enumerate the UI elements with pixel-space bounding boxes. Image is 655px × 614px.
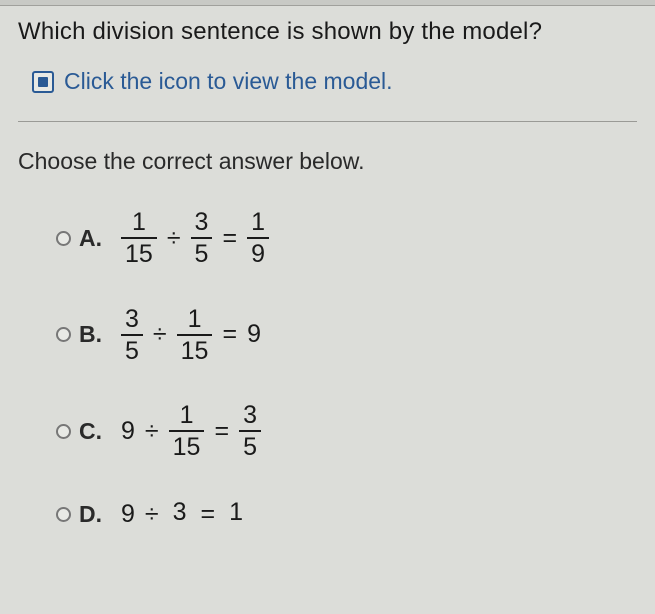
fraction-denominator: 15 [121,237,157,267]
fraction: 19 [247,209,269,268]
fraction: 115 [177,306,213,365]
fraction: 35 [239,402,261,461]
model-icon[interactable] [32,71,54,93]
equation: 35 ÷ 115= 9 [121,306,261,365]
option-label: A. [79,225,107,252]
fraction-numerator: 1 [176,402,198,430]
fraction-denominator: 15 [177,334,213,364]
fraction: 1 [225,499,247,531]
fraction-numerator: 3 [191,209,213,237]
fraction-denominator: 5 [191,237,213,267]
operator: ÷ [165,224,183,253]
bottom-fade [0,586,655,614]
question-panel: Which division sentence is shown by the … [0,6,655,531]
view-model-link[interactable]: Click the icon to view the model. [32,68,637,95]
operator: ÷ [143,417,161,446]
operator: ÷ [143,500,161,529]
option-row[interactable]: A.115÷35=19 [56,209,637,268]
option-row[interactable]: B. 35 ÷ 115= 9 [56,306,637,365]
fraction-numerator: 1 [247,209,269,237]
model-icon-inner [38,77,48,87]
fraction-numerator: 1 [128,209,150,237]
question-text: Which division sentence is shown by the … [18,18,637,46]
fraction-denominator: 5 [239,430,261,460]
option-label: C. [79,418,107,445]
operator: = [220,320,239,349]
equation: 9 ÷ 115= 35 [121,402,261,461]
option-label: B. [79,321,107,348]
divider [18,121,637,122]
fraction-numerator: 1 [184,306,206,334]
fraction-denominator: 9 [247,237,269,267]
options-list: A.115÷35=19B.35÷115=9C.9÷115=35D.9÷3=1 [56,209,637,531]
radio-button[interactable] [56,327,71,342]
fraction: 115 [169,402,205,461]
operator: = [212,417,231,446]
equation: 9 ÷ 3 =1 [121,499,247,531]
option-label: D. [79,501,107,528]
whole-number: 9 [121,417,135,446]
fraction-numerator: 1 [225,499,247,527]
whole-number: 9 [247,320,261,349]
equation: 115÷35=19 [121,209,269,268]
radio-button[interactable] [56,507,71,522]
radio-button[interactable] [56,231,71,246]
fraction-numerator: 3 [121,306,143,334]
fraction-numerator: 3 [239,402,261,430]
option-row[interactable]: D. 9 ÷ 3 =1 [56,499,637,531]
whole-number: 9 [121,500,135,529]
fraction: 3 [169,499,191,531]
operator: = [199,500,218,529]
radio-button[interactable] [56,424,71,439]
operator: = [220,224,239,253]
instruction-text: Choose the correct answer below. [18,148,637,175]
fraction-denominator: 15 [169,430,205,460]
operator: ÷ [151,320,169,349]
option-row[interactable]: C. 9 ÷ 115= 35 [56,402,637,461]
fraction: 115 [121,209,157,268]
view-model-link-text: Click the icon to view the model. [64,68,393,95]
fraction-denominator: 5 [121,334,143,364]
fraction: 35 [191,209,213,268]
fraction-numerator: 3 [169,499,191,527]
fraction: 35 [121,306,143,365]
